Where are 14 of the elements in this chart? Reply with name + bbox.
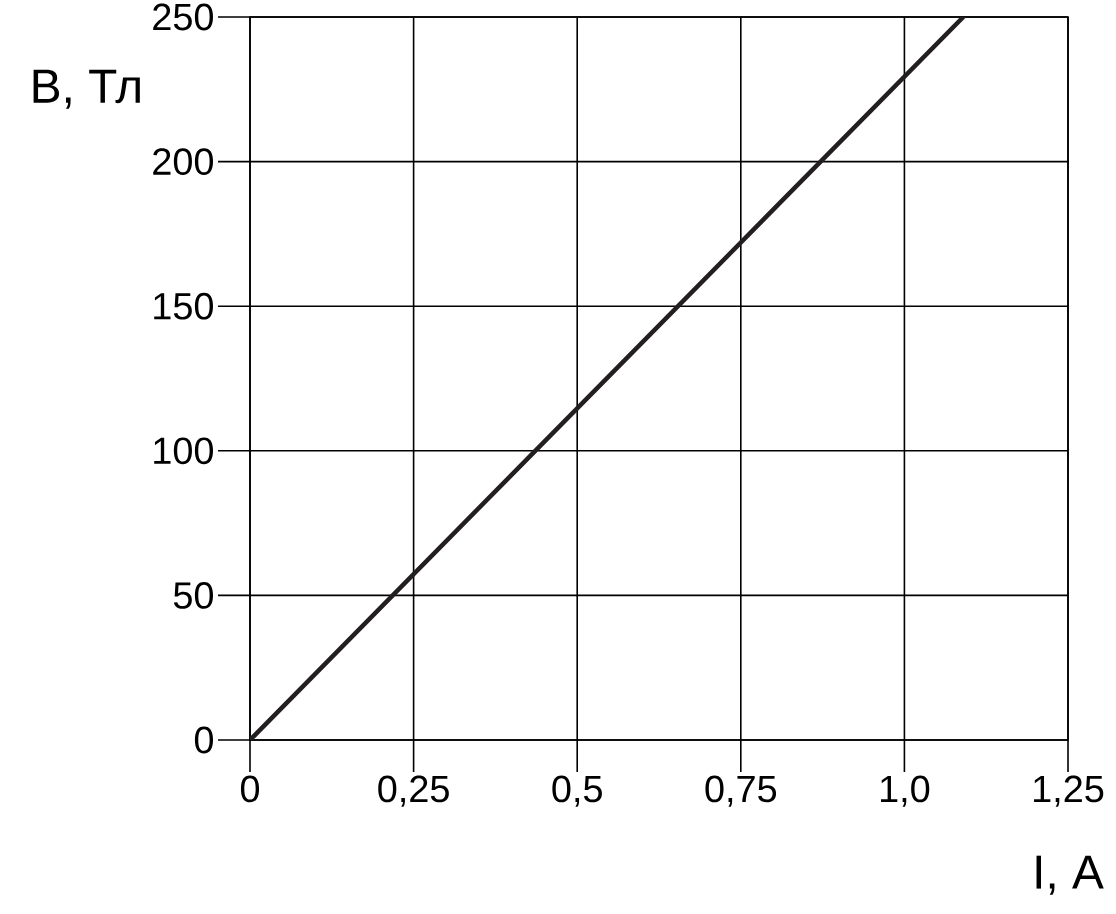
- y-axis-title: B, Тл: [33, 69, 140, 109]
- y-tick-label: 200: [153, 148, 213, 175]
- x-tick-label: 0: [240, 775, 260, 803]
- y-tick-label: 250: [153, 3, 213, 31]
- y-tick-label: 50: [173, 581, 213, 609]
- x-tick-label: 0,25: [378, 775, 449, 807]
- x-tick-label: 1,25: [1034, 775, 1104, 807]
- x-axis-title: I, A: [1036, 855, 1104, 895]
- y-tick-label: 100: [154, 437, 213, 465]
- x-tick-label: 1,0: [880, 775, 930, 807]
- y-tick-label: 0: [194, 726, 214, 754]
- y-tick-label: 150: [154, 292, 213, 320]
- x-tick-label: 0,5: [552, 775, 602, 807]
- x-tick-label: 0,75: [705, 775, 777, 807]
